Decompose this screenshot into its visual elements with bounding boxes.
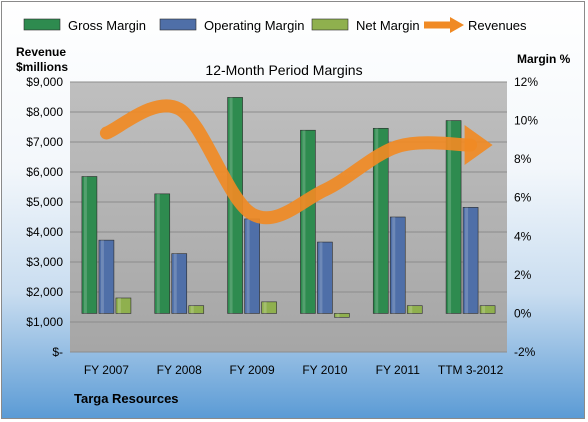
right-tick-label: 4% (514, 229, 532, 243)
left-tick-label: $9,000 (26, 75, 63, 89)
x-tick-label: FY 2011 (376, 363, 421, 377)
left-tick-label: $4,000 (26, 225, 63, 239)
bar-gross-margin (300, 129, 316, 314)
legend-label: Operating Margin (204, 18, 304, 33)
left-tick-label: $6,000 (26, 165, 63, 179)
company-label: Targa Resources (74, 391, 179, 406)
right-axis-title: Margin % (517, 52, 571, 66)
left-tick-label: $1,000 (26, 315, 63, 329)
x-tick-label: FY 2007 (84, 363, 129, 377)
bar-highlight (263, 301, 267, 314)
bar-operating-margin (389, 216, 406, 314)
bar-highlight (336, 313, 340, 318)
right-tick-label: 8% (514, 152, 532, 166)
left-tick-label: $2,000 (26, 285, 63, 299)
left-tick-label: $5,000 (26, 195, 63, 209)
bar-net-margin (115, 297, 132, 314)
right-tick-label: 6% (514, 191, 532, 205)
right-tick-label: 0% (514, 306, 532, 320)
bar-net-margin (406, 305, 423, 314)
bar-highlight (465, 207, 469, 314)
x-tick-label: FY 2010 (302, 363, 347, 377)
right-tick-label: 10% (514, 114, 538, 128)
bar-gross-margin (81, 176, 98, 314)
bar-highlight (375, 128, 379, 314)
right-tick-label: 2% (514, 268, 532, 282)
legend-swatch-operating-margin (159, 18, 197, 31)
bar-highlight (100, 240, 104, 314)
bar-net-margin (334, 313, 350, 318)
legend-label: Gross Margin (68, 18, 146, 33)
bar-gross-margin (445, 120, 462, 314)
bar-highlight (482, 305, 486, 314)
bar-highlight (448, 120, 452, 314)
legend-swatch-gross-margin (23, 18, 61, 31)
plot-area: $- $1,000 $2,000 $3,000 $4,000 $5,000 $6,000 $7… (26, 75, 538, 377)
left-tick-label: $3,000 (26, 255, 63, 269)
x-tick-label: FY 2008 (157, 363, 202, 377)
left-tick-label: $- (52, 345, 63, 359)
bar-operating-margin (462, 207, 479, 314)
bar-highlight (83, 176, 87, 314)
legend: Gross Margin Operating Margin Net Margin Re… (23, 17, 527, 33)
bar-highlight (409, 305, 413, 314)
right-tick-label: 12% (514, 75, 538, 89)
bar-net-margin (479, 305, 496, 314)
left-axis-title-line1: Revenue (16, 45, 66, 59)
legend-label: Net Margin (356, 18, 420, 33)
bar-highlight (302, 130, 306, 314)
bar-highlight (319, 242, 323, 314)
bar-operating-margin (171, 253, 188, 314)
chart-canvas: Gross Margin Operating Margin Net Margin Re… (16, 17, 571, 406)
legend-swatch-net-margin (311, 18, 349, 31)
bar-net-margin (261, 301, 277, 314)
bar-highlight (190, 305, 194, 314)
bar-highlight (229, 97, 233, 314)
left-tick-label: $8,000 (26, 105, 63, 119)
legend-arrow-revenues (450, 17, 464, 33)
left-tick-label: $7,000 (26, 135, 63, 149)
bar-gross-margin (372, 127, 389, 314)
x-tick-label: FY 2009 (230, 363, 275, 377)
right-tick-label: -2% (514, 345, 536, 359)
chart-title: 12-Month Period Margins (205, 62, 362, 78)
bar-highlight (246, 218, 250, 314)
revenues-arrowhead (464, 125, 493, 165)
bar-highlight (156, 193, 160, 314)
bar-net-margin (188, 305, 205, 314)
bar-operating-margin (317, 241, 333, 314)
legend-label: Revenues (468, 18, 527, 33)
x-tick-label: TTM 3-2012 (438, 363, 504, 377)
left-axis-title-line2: $millions (16, 60, 68, 74)
bar-operating-margin (98, 239, 115, 314)
bar-gross-margin (154, 193, 171, 314)
bar-highlight (392, 217, 396, 314)
bar-highlight (173, 253, 177, 314)
bar-highlight (117, 298, 121, 314)
revenues-line (99, 99, 478, 225)
